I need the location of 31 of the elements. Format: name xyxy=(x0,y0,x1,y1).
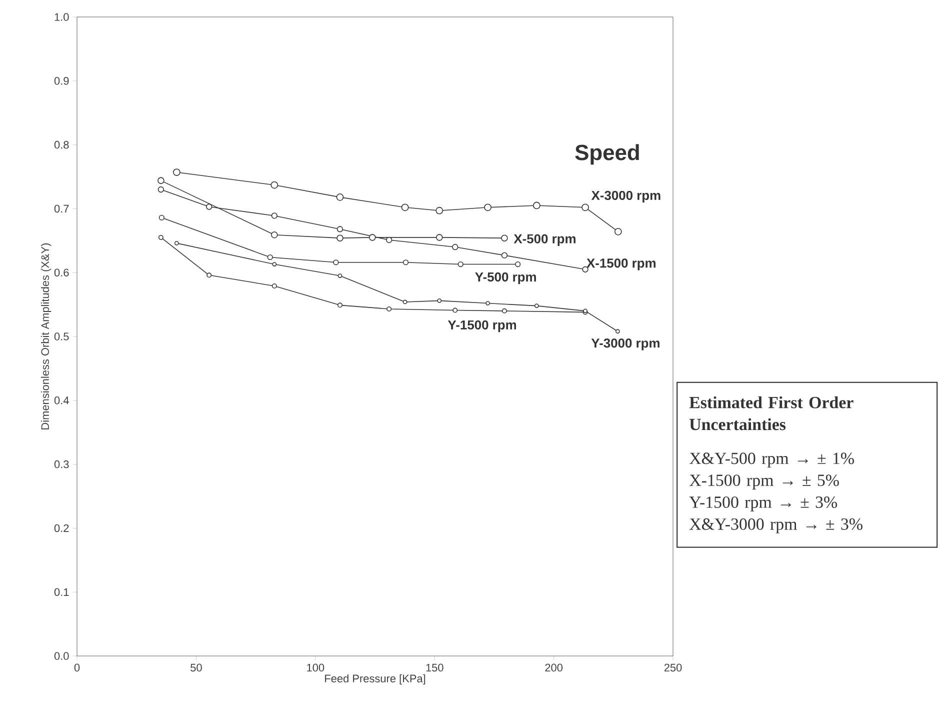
y-tick-label: 0.9 xyxy=(54,77,69,85)
y-tick-label: 0.7 xyxy=(54,204,69,213)
text: Estimated First Order Uncertainties xyxy=(689,396,854,430)
text: X&Y-3000 rpm → ± 3% xyxy=(689,518,862,534)
y-tick-label: 0.0 xyxy=(54,652,69,660)
y-tick-label: 1.0 xyxy=(54,13,69,21)
x-tick-label: 100 xyxy=(307,664,324,672)
y-tick-label: 0.1 xyxy=(54,588,69,596)
x-tick-label: 50 xyxy=(190,664,202,672)
text: Y-1500 rpm → ± 3% xyxy=(689,496,838,512)
series-label: Y-1500 rpm xyxy=(448,320,516,332)
series-label: X-1500 rpm xyxy=(586,258,656,270)
x-tick-label: 0 xyxy=(74,664,80,672)
x-tick-label: 150 xyxy=(426,664,444,672)
text: X-1500 rpm → ± 5% xyxy=(689,474,839,490)
series-label: X-3000 rpm xyxy=(591,190,660,203)
text: X&Y-500 rpm → ± 1% xyxy=(689,452,854,468)
y-tick-label: 0.6 xyxy=(54,268,69,276)
y-tick-label: 0.3 xyxy=(54,460,69,468)
x-tick-label: 200 xyxy=(545,664,563,672)
y-tick-label: 0.8 xyxy=(54,140,69,149)
annotation: Speed xyxy=(575,144,639,165)
y-tick-label: 0.2 xyxy=(54,524,69,532)
series-label: X-500 rpm xyxy=(514,234,576,246)
y-axis-title: Dimensionless Orbit Amplitudes (X&Y) xyxy=(40,243,52,430)
series-label: Y-3000 rpm xyxy=(591,338,660,350)
y-tick-label: 0.4 xyxy=(54,396,69,404)
x-tick-label: 250 xyxy=(664,664,682,672)
y-tick-label: 0.5 xyxy=(54,332,69,340)
x-axis-title: Feed Pressure [KPa] xyxy=(325,674,426,685)
series-label: Y-500 rpm xyxy=(475,272,536,284)
